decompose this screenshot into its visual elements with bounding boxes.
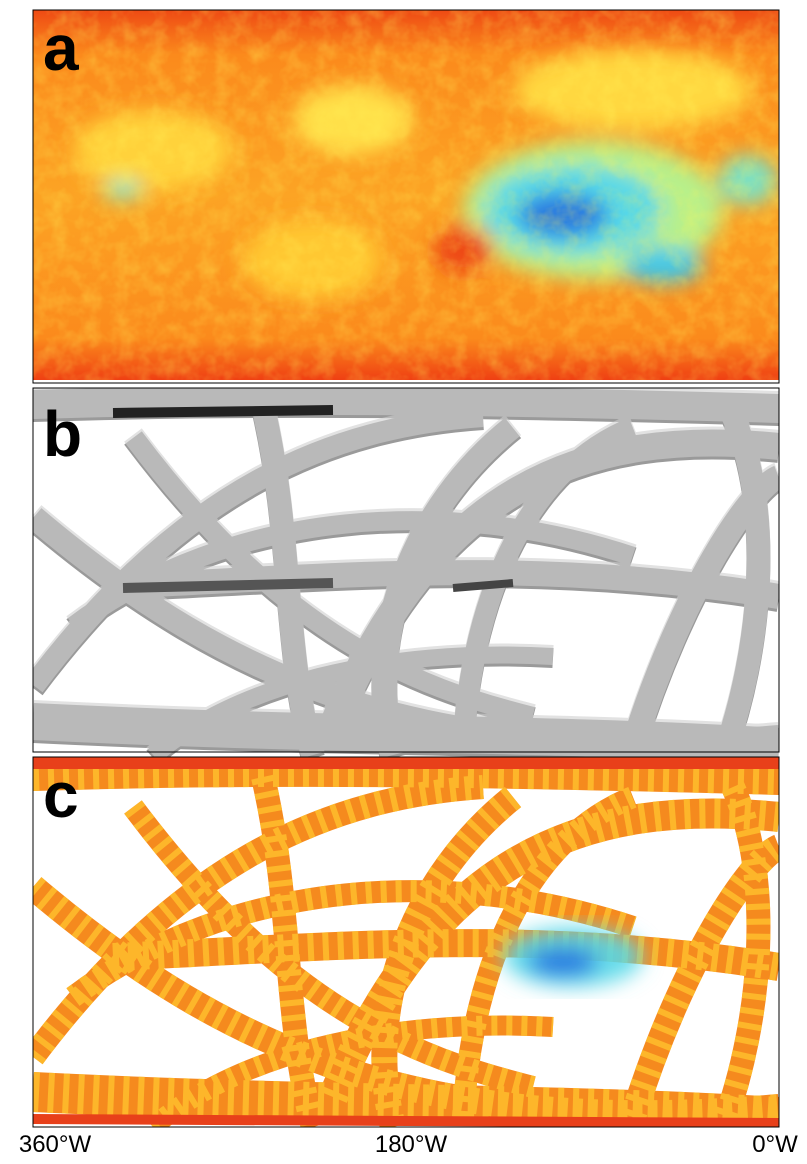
panel-label: b <box>43 398 82 470</box>
figure: a b c 360°W 180°W 0° <box>0 0 807 1159</box>
x-axis-label: 360°W <box>19 1131 92 1158</box>
x-axis-label: 180°W <box>375 1131 448 1158</box>
panel-c: c <box>33 757 779 1127</box>
panel-label: a <box>43 12 79 84</box>
panel-b: b <box>33 388 779 758</box>
panel-label: c <box>43 759 79 831</box>
panel-a: a <box>33 10 779 383</box>
x-axis-label: 0°W <box>752 1131 798 1158</box>
